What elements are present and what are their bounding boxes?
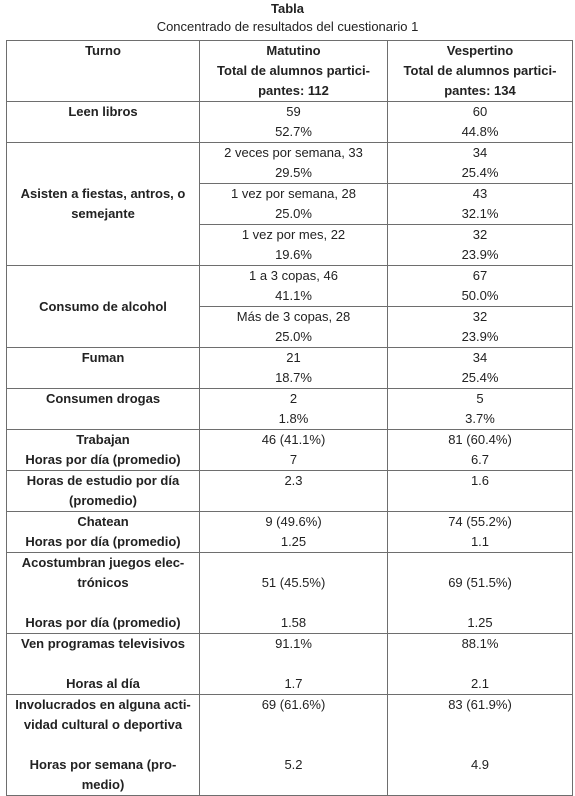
table-row: Chatean Horas por día (promedio) 9 (49.6%… (6, 511, 573, 553)
table-row: 1 vez por mes, 22 19.6% 32 23.9% (7, 224, 573, 266)
table-title: Tabla (271, 1, 304, 16)
header-vespertino: Vespertino Total de alumnos partici-pante… (387, 40, 573, 102)
row-label: Acostumbran juegos elec-trónicos Horas p… (6, 552, 200, 634)
header-turno: Turno (6, 40, 200, 102)
vespertino-cell: 81 (60.4%) 6.7 (387, 429, 573, 471)
vespertino-cell: 83 (61.9%) 4.9 (387, 694, 573, 796)
row-label: Horas de estudio por día (promedio) (6, 470, 200, 512)
row-label: Consumo de alcohol (6, 265, 200, 348)
results-table: Turno Matutino Total de alumnos partici-p… (6, 40, 573, 796)
row-label: Asisten a fiestas, antros, o semejante (6, 142, 200, 266)
row-label: Chatean Horas por día (promedio) (6, 511, 200, 553)
matutino-cell: 2 veces por semana, 33 29.5% (199, 142, 388, 184)
header-matutino: Matutino Total de alumnos partici-pantes:… (199, 40, 388, 102)
matutino-cell: 1 a 3 copas, 46 41.1% (199, 265, 388, 307)
matutino-cell: 21 18.7% (199, 347, 388, 389)
vespertino-cell: 43 32.1% (387, 183, 573, 225)
table-row: Ven programas televisivos Horas al día 9… (6, 633, 573, 695)
table-row: Acostumbran juegos elec-trónicos Horas p… (6, 552, 573, 634)
vespertino-cell: 32 23.9% (387, 224, 573, 266)
table-row: 1 vez por semana, 28 25.0% 43 32.1% (7, 183, 573, 225)
vespertino-cell: 67 50.0% (387, 265, 573, 307)
table-row: Trabajan Horas por día (promedio) 46 (41.… (6, 429, 573, 471)
row-label: Fuman (6, 347, 200, 389)
table-row: Involucrados en alguna acti-vidad cultur… (6, 694, 573, 796)
vespertino-cell: 74 (55.2%) 1.1 (387, 511, 573, 553)
matutino-cell: 1 vez por mes, 22 19.6% (199, 224, 388, 266)
table-row: Consumo de alcohol 1 a 3 copas, 46 41.1% … (6, 265, 573, 348)
header-row: Turno Matutino Total de alumnos partici-p… (6, 40, 573, 102)
vespertino-cell: 1.6 (387, 470, 573, 512)
row-label: Consumen drogas (6, 388, 200, 430)
vespertino-cell: 60 44.8% (387, 101, 573, 143)
table-row: Fuman 21 18.7% 34 25.4% (6, 347, 573, 389)
vespertino-cell: 34 25.4% (387, 347, 573, 389)
table-row: Leen libros 59 52.7% 60 44.8% (6, 101, 573, 143)
row-label: Involucrados en alguna acti-vidad cultur… (6, 694, 200, 796)
vespertino-cell: 88.1% 2.1 (387, 633, 573, 695)
matutino-cell: 46 (41.1%) 7 (199, 429, 388, 471)
matutino-cell: 2 1.8% (199, 388, 388, 430)
vespertino-cell: 69 (51.5%) 1.25 (387, 552, 573, 634)
table-row: Horas de estudio por día (promedio) 2.3 1… (6, 470, 573, 512)
matutino-cell: 1 vez por semana, 28 25.0% (199, 183, 388, 225)
matutino-cell: 69 (61.6%) 5.2 (199, 694, 388, 796)
matutino-cell: 59 52.7% (199, 101, 388, 143)
table-row: Asisten a fiestas, antros, o semejante 2 … (6, 142, 573, 266)
matutino-cell: 2.3 (199, 470, 388, 512)
row-label: Leen libros (6, 101, 200, 143)
vespertino-cell: 5 3.7% (387, 388, 573, 430)
vespertino-cell: 32 23.9% (387, 306, 573, 348)
row-label: Ven programas televisivos Horas al día (6, 633, 200, 695)
vespertino-cell: 34 25.4% (387, 142, 573, 184)
matutino-cell: 91.1% 1.7 (199, 633, 388, 695)
matutino-cell: Más de 3 copas, 28 25.0% (199, 306, 388, 348)
table-row: Consumen drogas 2 1.8% 5 3.7% (6, 388, 573, 430)
matutino-cell: 51 (45.5%) 1.58 (199, 552, 388, 634)
matutino-cell: 9 (49.6%) 1.25 (199, 511, 388, 553)
table-row: Más de 3 copas, 28 25.0% 32 23.9% (7, 306, 573, 348)
table-subtitle: Concentrado de resultados del cuestionar… (156, 19, 419, 34)
row-label: Trabajan Horas por día (promedio) (6, 429, 200, 471)
